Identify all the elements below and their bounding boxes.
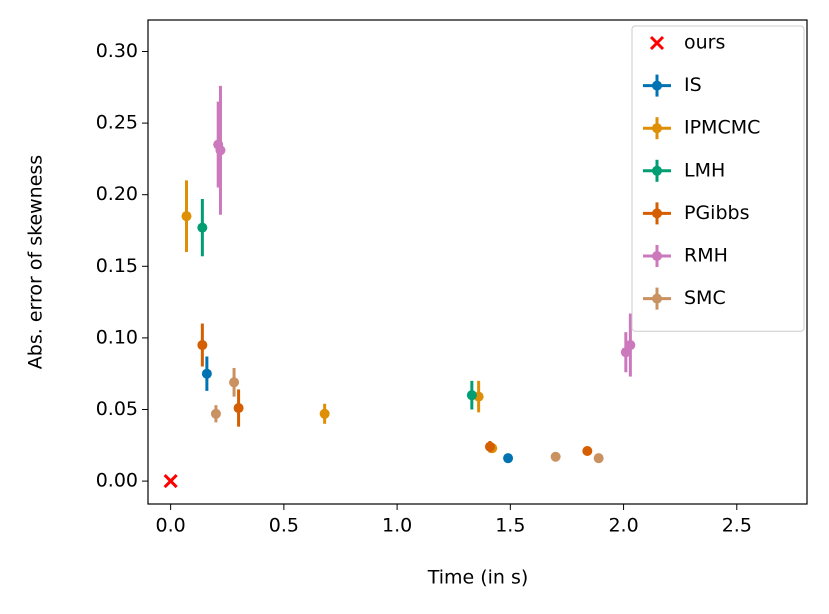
- point: [233, 403, 244, 414]
- legend-dot: [652, 293, 662, 304]
- point: [197, 340, 208, 351]
- y-tick-label: 0.15: [96, 255, 138, 277]
- y-tick-label: 0.00: [96, 470, 138, 492]
- point: [319, 408, 330, 419]
- legend-dot: [652, 165, 662, 176]
- marker-x: [649, 35, 665, 51]
- x-tick-label: 1.0: [382, 515, 412, 537]
- y-tick-label: 0.25: [96, 112, 138, 134]
- y-tick-label: 0.05: [96, 398, 138, 420]
- point: [215, 145, 226, 156]
- legend-label: SMC: [684, 287, 726, 309]
- point: [201, 368, 212, 379]
- y-tick-label: 0.20: [96, 183, 138, 205]
- legend-label: PGibbs: [684, 202, 749, 224]
- point: [210, 408, 221, 419]
- x-tick-label: 1.5: [495, 515, 525, 537]
- point: [593, 453, 604, 464]
- x-tick-label: 2.5: [722, 515, 752, 537]
- marker-x-stroke: [163, 474, 178, 489]
- point: [197, 222, 208, 233]
- point: [550, 451, 561, 462]
- point: [625, 340, 636, 351]
- x-tick-label: 2.0: [608, 515, 638, 537]
- x-tick-label: 0.0: [156, 515, 186, 537]
- y-tick-label: 0.10: [96, 326, 138, 348]
- point: [181, 211, 192, 222]
- legend-dot: [652, 80, 662, 91]
- marker-x: [163, 474, 178, 489]
- x-axis-label: Time (in s): [427, 567, 529, 589]
- point: [229, 377, 240, 388]
- x-tick-label: 0.5: [269, 515, 299, 537]
- marker-x-stroke: [649, 35, 665, 51]
- legend-label: IS: [684, 74, 702, 96]
- legend-label: IPMCMC: [684, 117, 760, 139]
- legend-label: ours: [684, 32, 725, 54]
- point: [503, 453, 514, 464]
- legend-label: RMH: [684, 245, 728, 267]
- legend-dot: [652, 251, 662, 261]
- y-tick-label: 0.30: [96, 40, 138, 62]
- legend: ours IS IPMCMC LMH PGibbs RMH SMC: [631, 25, 805, 332]
- legend-dot: [652, 208, 662, 219]
- plot-frame: [147, 19, 808, 505]
- point: [582, 446, 593, 457]
- point: [466, 390, 477, 401]
- point: [484, 441, 495, 452]
- legend-label: LMH: [684, 159, 725, 181]
- y-axis-label: Abs. error of skewness: [25, 155, 47, 369]
- point: [620, 347, 631, 358]
- legend-box: [631, 25, 805, 332]
- legend-dot: [652, 123, 662, 134]
